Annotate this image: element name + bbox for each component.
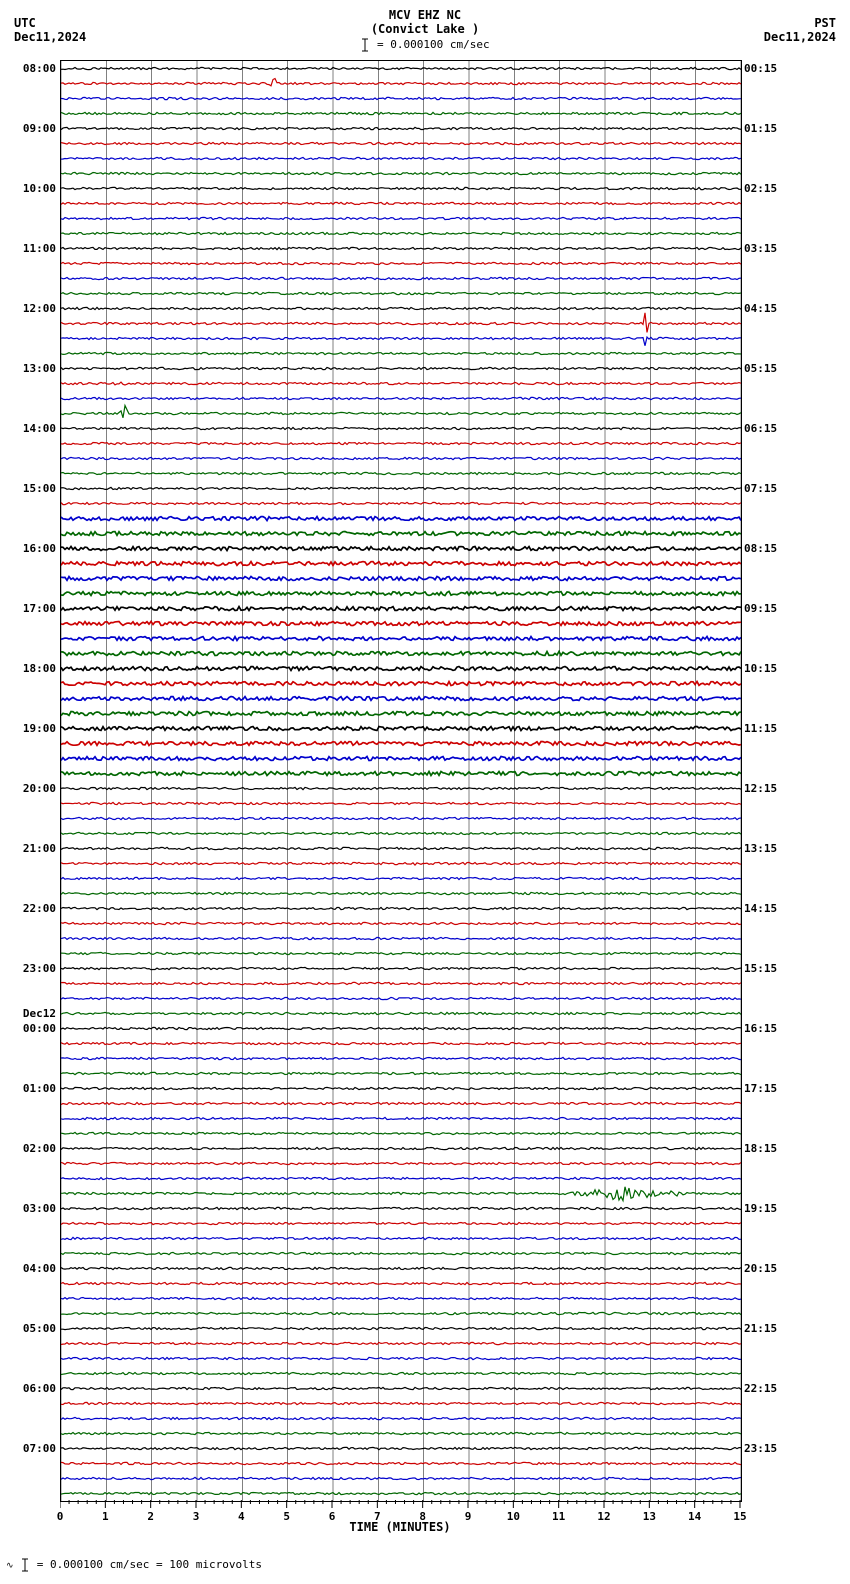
pst-time-label: 02:15 — [744, 182, 777, 195]
utc-time-label: 20:00 — [0, 782, 56, 795]
utc-time-label: 06:00 — [0, 1382, 56, 1395]
pst-time-label: 21:15 — [744, 1322, 777, 1335]
footer-scale: ∿ = 0.000100 cm/sec = 100 microvolts — [6, 1558, 262, 1572]
pst-time-label: 11:15 — [744, 722, 777, 735]
pst-time-label: 15:15 — [744, 962, 777, 975]
pst-time-label: 03:15 — [744, 242, 777, 255]
pst-time-label: 05:15 — [744, 362, 777, 375]
pst-time-label: 01:15 — [744, 122, 777, 135]
xaxis-title: TIME (MINUTES) — [60, 1520, 740, 1534]
seismogram-plot — [60, 60, 742, 1502]
utc-time-label: 11:00 — [0, 242, 56, 255]
utc-time-label: 22:00 — [0, 902, 56, 915]
location-subtitle: (Convict Lake ) — [0, 22, 850, 36]
utc-time-label: 05:00 — [0, 1322, 56, 1335]
utc-time-label: 08:00 — [0, 62, 56, 75]
utc-time-label: 19:00 — [0, 722, 56, 735]
pst-time-label: 23:15 — [744, 1442, 777, 1455]
utc-time-label: 17:00 — [0, 602, 56, 615]
footer-text: = 0.000100 cm/sec = 100 microvolts — [37, 1558, 262, 1571]
utc-time-label: 16:00 — [0, 542, 56, 555]
scale-text: = 0.000100 cm/sec — [377, 38, 490, 51]
pst-time-label: 06:15 — [744, 422, 777, 435]
seismogram-container: UTC Dec11,2024 PST Dec11,2024 MCV EHZ NC… — [0, 0, 850, 1584]
utc-time-label: 02:00 — [0, 1142, 56, 1155]
pst-time-label: 18:15 — [744, 1142, 777, 1155]
pst-time-label: 07:15 — [744, 482, 777, 495]
utc-time-label: 09:00 — [0, 122, 56, 135]
pst-time-label: 14:15 — [744, 902, 777, 915]
pst-time-label: 08:15 — [744, 542, 777, 555]
utc-time-label: 07:00 — [0, 1442, 56, 1455]
scale-indicator: = 0.000100 cm/sec — [0, 38, 850, 52]
pst-time-label: 00:15 — [744, 62, 777, 75]
pst-time-label: 19:15 — [744, 1202, 777, 1215]
utc-time-label: Dec12 — [0, 1007, 56, 1020]
utc-time-label: 10:00 — [0, 182, 56, 195]
utc-time-label: 00:00 — [0, 1022, 56, 1035]
utc-time-label: 13:00 — [0, 362, 56, 375]
utc-time-label: 12:00 — [0, 302, 56, 315]
utc-time-label: 21:00 — [0, 842, 56, 855]
pst-time-label: 16:15 — [744, 1022, 777, 1035]
pst-time-label: 12:15 — [744, 782, 777, 795]
utc-time-label: 14:00 — [0, 422, 56, 435]
pst-time-label: 22:15 — [744, 1382, 777, 1395]
station-title: MCV EHZ NC — [0, 8, 850, 22]
utc-time-label: 18:00 — [0, 662, 56, 675]
seismogram-svg — [61, 61, 741, 1501]
pst-time-label: 13:15 — [744, 842, 777, 855]
utc-time-label: 15:00 — [0, 482, 56, 495]
pst-time-label: 10:15 — [744, 662, 777, 675]
pst-time-label: 17:15 — [744, 1082, 777, 1095]
utc-time-label: 23:00 — [0, 962, 56, 975]
pst-time-label: 20:15 — [744, 1262, 777, 1275]
utc-time-label: 04:00 — [0, 1262, 56, 1275]
utc-time-label: 01:00 — [0, 1082, 56, 1095]
utc-time-label: 03:00 — [0, 1202, 56, 1215]
pst-time-label: 04:15 — [744, 302, 777, 315]
pst-time-label: 09:15 — [744, 602, 777, 615]
